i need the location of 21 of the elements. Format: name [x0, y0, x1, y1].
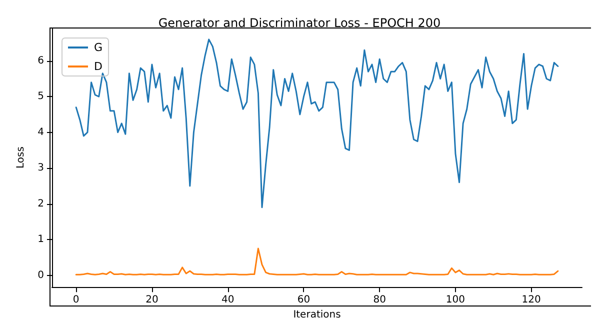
x-tick-label: 60 — [297, 294, 310, 306]
line-series — [75, 248, 559, 276]
x-tick-label: 20 — [146, 294, 158, 306]
y-tick-label: 1 — [38, 234, 44, 246]
y-tick-label: 5 — [38, 91, 44, 102]
x-tick-label: 40 — [221, 294, 234, 306]
x-tick-label: 80 — [373, 294, 386, 306]
y-tick-label: 6 — [38, 55, 44, 66]
x-tick-label: 100 — [446, 294, 466, 306]
y-tick-label: 4 — [38, 126, 44, 138]
y-tick-label: 0 — [38, 270, 44, 281]
x-axis-title: Iterations — [293, 310, 341, 320]
legend-label: G — [94, 41, 103, 54]
legend-label: D — [94, 60, 102, 73]
x-tick-label: 0 — [72, 294, 80, 306]
y-axis-title: Loss — [16, 146, 26, 169]
x-tick-label: 120 — [522, 294, 541, 306]
line-series — [75, 38, 559, 208]
y-tick-label: 2 — [38, 198, 44, 210]
y-tick-label: 3 — [38, 162, 44, 174]
chart-title: Generator and Discriminator Loss - EPOCH 200 — [158, 16, 441, 30]
